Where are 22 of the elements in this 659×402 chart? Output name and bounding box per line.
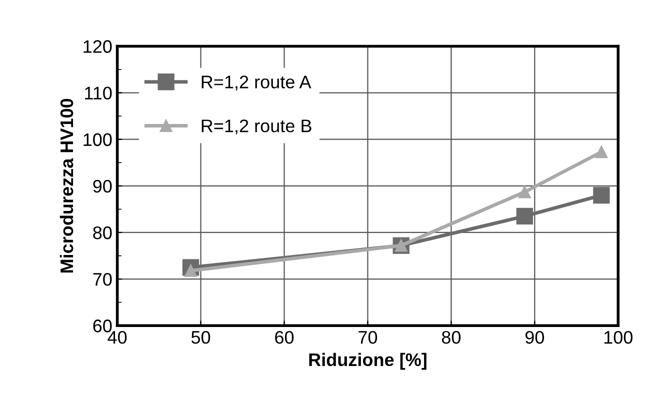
x-axis-title: Riduzione [%]	[309, 352, 426, 370]
point	[518, 186, 531, 198]
x-tick-label: 70	[358, 330, 378, 344]
x-tick-label: 40	[108, 330, 127, 344]
x-tick-label: 100	[604, 330, 632, 344]
point	[593, 186, 610, 204]
x-tick-label: 50	[191, 330, 210, 344]
x-tick-label: 90	[525, 330, 544, 344]
legend-label: R=1,2 route A	[202, 76, 312, 91]
y-tick-label: 110	[85, 86, 112, 100]
point	[595, 146, 608, 158]
y-tick-label: 60	[93, 320, 112, 332]
y-tick-label: 100	[84, 133, 112, 146]
y-axis-title: Microdurezza HV100	[60, 98, 74, 273]
x-tick-label: 60	[275, 330, 294, 344]
y-tick-label: 90	[93, 180, 112, 193]
x-tick-label: 80	[442, 330, 461, 344]
legend-label: R=1,2 route B	[202, 120, 312, 134]
y-tick-label: 80	[93, 226, 112, 240]
y-tick-label: 70	[93, 272, 112, 286]
point	[516, 208, 533, 225]
y-tick-label: 120	[84, 40, 112, 53]
